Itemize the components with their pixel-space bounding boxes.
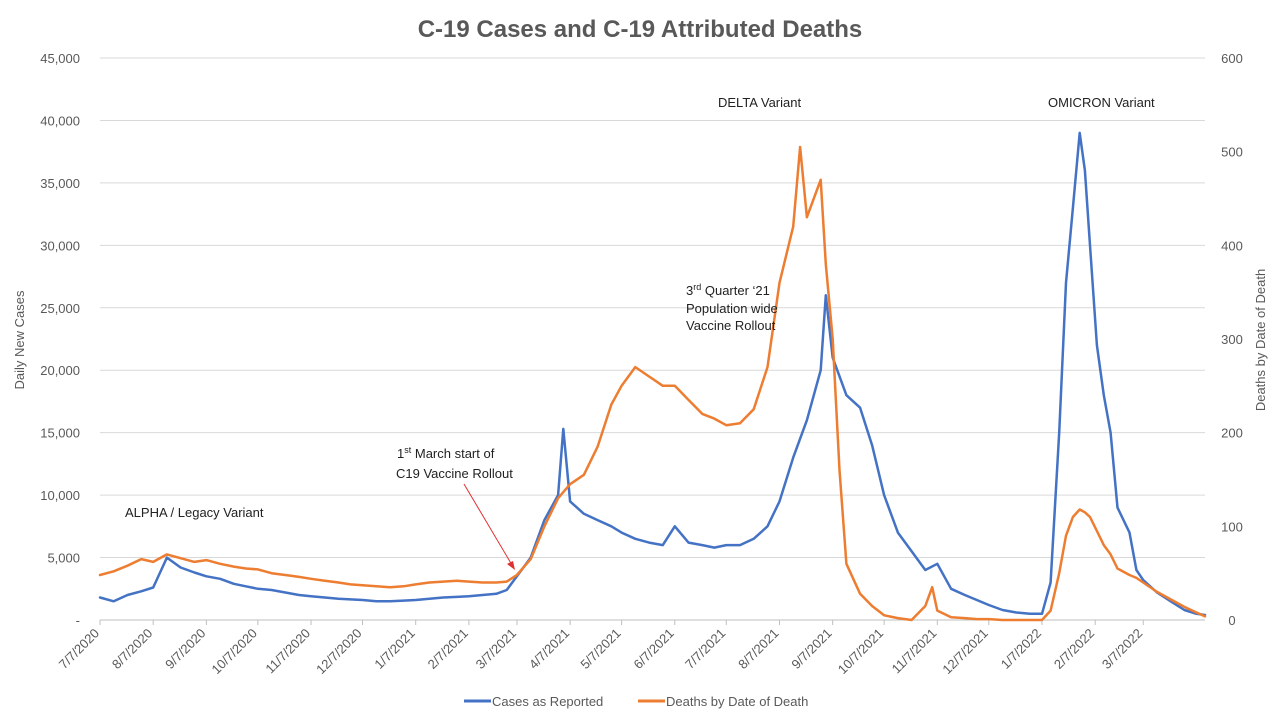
y2-axis-title: Deaths by Date of Death [1253, 269, 1268, 411]
x-tick-label: 3/7/2022 [1099, 626, 1145, 672]
y-tick-label: 40,000 [40, 113, 80, 128]
annotation-first-rollout-line2: C19 Vaccine Rollout [396, 466, 513, 481]
y-tick-label: 45,000 [40, 51, 80, 66]
legend-label-cases: Cases as Reported [492, 694, 603, 709]
x-axis-ticks: 7/7/2020 8/7/2020 9/7/2020 10/7/2020 11/7/20… [56, 619, 1205, 678]
y2-tick-label: 0 [1228, 613, 1235, 628]
y2-tick-label: 400 [1221, 238, 1243, 253]
y-tick-label: 15,000 [40, 426, 80, 441]
annotation-omicron: OMICRON Variant [1048, 95, 1155, 110]
x-tick-label: 8/7/2020 [109, 626, 155, 672]
legend: Cases as Reported Deaths by Date of Deat… [464, 694, 808, 709]
x-tick-label: 1/7/2021 [371, 626, 417, 672]
y2-tick-label: 600 [1221, 51, 1243, 66]
y-tick-label: 35,000 [40, 176, 80, 191]
chart-title: C-19 Cases and C-19 Attributed Deaths [418, 16, 863, 43]
annotation-delta: DELTA Variant [718, 95, 801, 110]
x-tick-label: 8/7/2021 [735, 626, 781, 672]
gridlines [100, 57, 1205, 621]
x-tick-label: 10/7/2021 [835, 626, 887, 678]
annotation-arrow [463, 483, 513, 566]
legend-label-deaths: Deaths by Date of Death [666, 694, 808, 709]
x-tick-label: 7/7/2020 [56, 626, 102, 672]
annotation-third-quarter-line3: Vaccine Rollout [686, 318, 776, 333]
left-axis-ticks: - 5,000 10,000 15,000 20,000 25,000 30,000 35,0… [40, 51, 80, 628]
y-tick-label: - [76, 613, 80, 628]
x-tick-label: 1/7/2022 [998, 626, 1044, 672]
series-lines [98, 131, 1207, 622]
x-tick-label: 2/7/2022 [1051, 626, 1097, 672]
x-tick-label: 9/7/2021 [788, 626, 834, 672]
x-tick-label: 11/7/2020 [262, 626, 313, 677]
x-tick-label: 3/7/2021 [473, 626, 519, 672]
annotation-alpha: ALPHA / Legacy Variant [125, 505, 264, 520]
annotation-third-quarter-line2: Population wide [686, 301, 778, 316]
y-tick-label: 20,000 [40, 363, 80, 378]
y2-tick-label: 300 [1221, 332, 1243, 347]
y2-tick-label: 500 [1221, 145, 1243, 160]
annotation-arrowhead [507, 561, 515, 570]
y-axis-title: Daily New Cases [12, 290, 27, 389]
x-tick-label: 2/7/2021 [425, 626, 471, 672]
x-tick-label: 11/7/2021 [889, 626, 940, 677]
y-tick-label: 25,000 [40, 301, 80, 316]
x-tick-label: 6/7/2021 [631, 626, 677, 672]
x-tick-label: 10/7/2020 [208, 626, 260, 678]
x-tick-label: 5/7/2021 [577, 626, 623, 672]
x-tick-label: 12/7/2020 [313, 626, 365, 678]
x-tick-label: 4/7/2021 [526, 626, 572, 672]
deaths-line [98, 145, 1207, 622]
annotation-third-quarter-line1: 3rd Quarter ‘21 [686, 282, 770, 298]
cases-line [98, 131, 1207, 617]
y-tick-label: 5,000 [47, 551, 80, 566]
x-tick-label: 9/7/2020 [162, 626, 208, 672]
y2-tick-label: 100 [1221, 519, 1243, 534]
right-axis-ticks: 0 100 200 300 400 500 600 [1221, 51, 1243, 628]
annotation-first-rollout-line1: 1st March start of [397, 445, 495, 461]
y-tick-label: 10,000 [40, 488, 80, 503]
x-tick-label: 12/7/2021 [939, 626, 991, 678]
y-tick-label: 30,000 [40, 238, 80, 253]
x-tick-label: 7/7/2021 [682, 626, 728, 672]
y2-tick-label: 200 [1221, 426, 1243, 441]
